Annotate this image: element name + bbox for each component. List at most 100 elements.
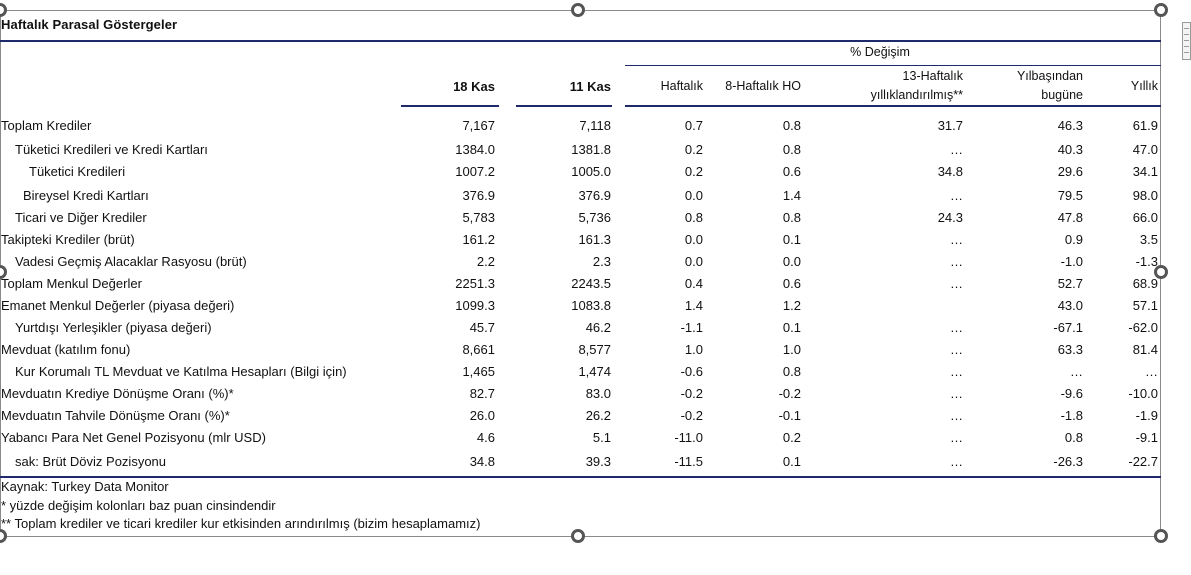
cell-h8: 0.8 — [782, 210, 801, 225]
cell-yillik: -9.1 — [1135, 430, 1158, 445]
cell-yillik: 81.4 — [1132, 342, 1158, 357]
cell-haftalik: 0.8 — [684, 210, 703, 225]
layout-options-icon[interactable] — [1182, 22, 1191, 60]
cell-ytd: 79.5 — [1057, 188, 1083, 203]
cell-v18: 376.9 — [462, 188, 495, 203]
cell-v11: 2.3 — [592, 254, 611, 269]
resize-handle-top-right[interactable] — [1154, 3, 1168, 17]
cell-v11: 83.0 — [585, 386, 611, 401]
cell-v11: 1381.8 — [571, 142, 611, 157]
row-label: Tüketici Kredileri ve Kredi Kartları — [15, 142, 208, 157]
cell-ytd: -1.0 — [1060, 254, 1083, 269]
resize-handle-top-middle[interactable] — [571, 3, 585, 17]
resize-handle-bottom-middle[interactable] — [571, 529, 585, 543]
cell-haftalik: -0.2 — [680, 386, 703, 401]
header-13-haftalik-line1: 13-Haftalık — [902, 69, 963, 83]
cell-v11: 5,736 — [578, 210, 611, 225]
cell-h13: … — [950, 342, 963, 357]
row-label: Mevduatın Tahvile Dönüşme Oranı (%)* — [1, 408, 230, 423]
cell-haftalik: 0.4 — [684, 276, 703, 291]
cell-v18: 26.0 — [469, 408, 495, 423]
header-yillik: Yıllık — [1130, 79, 1158, 93]
bottom-rule — [0, 476, 1161, 478]
cell-v18: 5,783 — [462, 210, 495, 225]
group-rule — [625, 65, 1161, 66]
cell-yillik: -1.3 — [1135, 254, 1158, 269]
cell-h13: 24.3 — [937, 210, 963, 225]
row-label: Takipteki Krediler (brüt) — [1, 232, 135, 247]
row-label: Tüketici Kredileri — [29, 164, 126, 179]
cell-v11: 161.3 — [578, 232, 611, 247]
cell-h8: 0.1 — [782, 454, 801, 469]
cell-ytd: 52.7 — [1057, 276, 1083, 291]
header-group-change: % Değişim — [850, 45, 910, 59]
cell-yillik: -62.0 — [1128, 320, 1158, 335]
cell-yillik: … — [1145, 364, 1158, 379]
cell-haftalik: 0.2 — [684, 164, 703, 179]
resize-handle-top-left[interactable] — [0, 3, 7, 17]
header-rule-18kas — [401, 105, 499, 107]
cell-yillik: 47.0 — [1132, 142, 1158, 157]
cell-v11: 7,118 — [579, 118, 611, 133]
cell-h8: 0.1 — [782, 320, 801, 335]
table-title: Haftalık Parasal Göstergeler — [1, 17, 178, 32]
cell-v11: 39.3 — [585, 454, 611, 469]
cell-h13: … — [950, 386, 963, 401]
resize-handle-bottom-right[interactable] — [1154, 529, 1168, 543]
row-label: Mevduatın Krediye Dönüşme Oranı (%)* — [1, 386, 234, 401]
cell-v11: 26.2 — [585, 408, 611, 423]
cell-v18: 1099.3 — [455, 298, 495, 313]
cell-haftalik: 0.0 — [684, 232, 703, 247]
cell-h13: … — [950, 276, 963, 291]
cell-h13: … — [950, 232, 963, 247]
cell-v18: 2251.3 — [455, 276, 495, 291]
cell-ytd: -67.1 — [1053, 320, 1083, 335]
cell-haftalik: 1.4 — [684, 298, 703, 313]
cell-ytd: 0.8 — [1064, 430, 1083, 445]
cell-v18: 34.8 — [469, 454, 495, 469]
cell-v18: 161.2 — [462, 232, 495, 247]
cell-v18: 8,661 — [462, 342, 495, 357]
cell-yillik: 3.5 — [1139, 232, 1158, 247]
cell-ytd: 40.3 — [1057, 142, 1083, 157]
cell-ytd: -26.3 — [1053, 454, 1083, 469]
row-label: Toplam Menkul Değerler — [1, 276, 142, 291]
cell-ytd: 29.6 — [1057, 164, 1083, 179]
cell-ytd: 47.8 — [1057, 210, 1083, 225]
row-label: Bireysel Kredi Kartları — [23, 188, 149, 203]
cell-haftalik: 0.7 — [684, 118, 703, 133]
cell-h8: 1.4 — [782, 188, 801, 203]
cell-h8: 0.8 — [782, 118, 801, 133]
cell-h13: 31.7 — [937, 118, 963, 133]
cell-h8: 0.1 — [782, 232, 801, 247]
cell-h8: 0.8 — [782, 142, 801, 157]
footer-note-2: ** Toplam krediler ve ticari krediler ku… — [1, 516, 481, 531]
cell-h8: 1.0 — [782, 342, 801, 357]
row-label: Ticari ve Diğer Krediler — [15, 210, 147, 225]
resize-handle-middle-right[interactable] — [1154, 265, 1168, 279]
cell-yillik: 34.1 — [1132, 164, 1158, 179]
cell-v11: 1,474 — [578, 364, 611, 379]
cell-h13: … — [950, 188, 963, 203]
cell-h13: … — [950, 254, 963, 269]
cell-ytd: 0.9 — [1064, 232, 1083, 247]
cell-v11: 1005.0 — [571, 164, 611, 179]
cell-haftalik: -11.0 — [674, 430, 703, 445]
header-ytd-line1: Yılbaşından — [1016, 69, 1083, 83]
resize-handle-middle-left[interactable] — [0, 265, 7, 279]
cell-h13: … — [950, 454, 963, 469]
cell-h8: 0.6 — [782, 276, 801, 291]
cell-ytd: 43.0 — [1057, 298, 1083, 313]
cell-h8: -0.2 — [778, 386, 801, 401]
cell-v18: 1384.0 — [455, 142, 495, 157]
cell-v11: 8,577 — [578, 342, 611, 357]
cell-ytd: 63.3 — [1057, 342, 1083, 357]
cell-h13: … — [950, 364, 963, 379]
header-haftalik: Haftalık — [660, 79, 703, 93]
cell-haftalik: -11.5 — [674, 454, 703, 469]
title-rule — [0, 40, 1161, 42]
resize-handle-bottom-left[interactable] — [0, 529, 7, 543]
header-18-kas: 18 Kas — [453, 79, 495, 94]
cell-yillik: 66.0 — [1132, 210, 1158, 225]
row-label: Mevduat (katılım fonu) — [1, 342, 131, 357]
